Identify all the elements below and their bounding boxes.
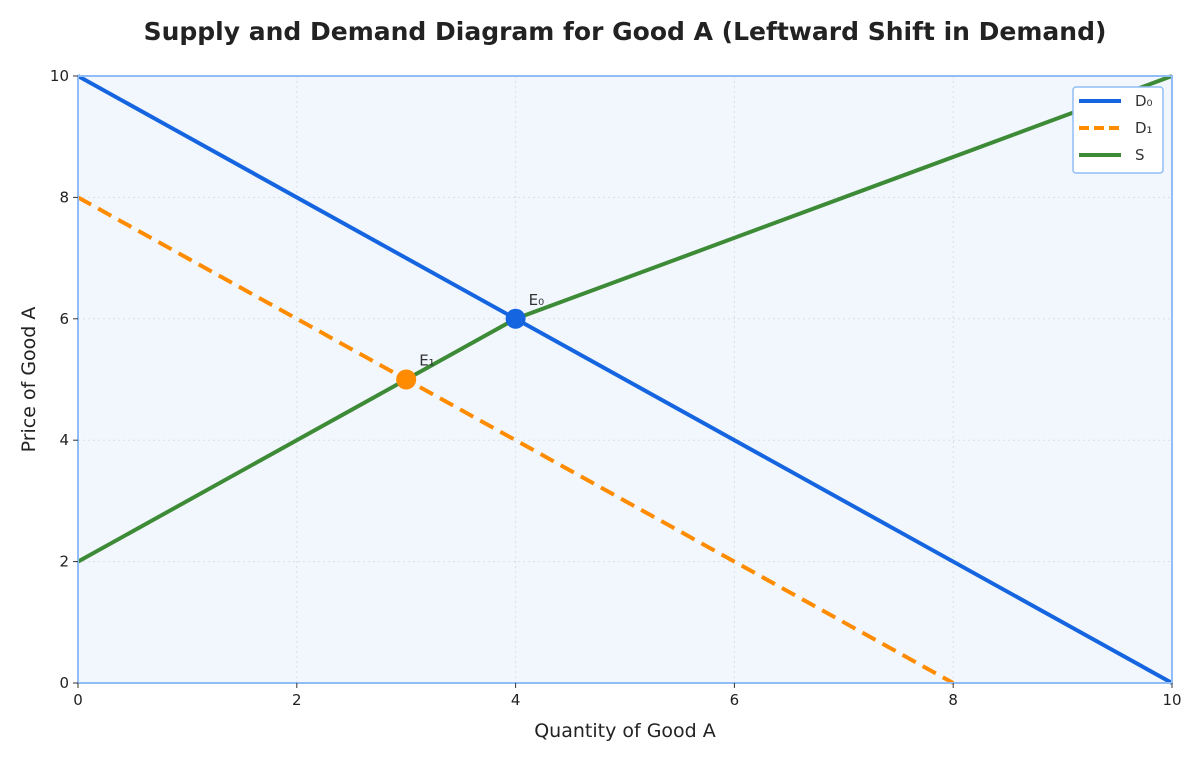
equilibrium-point-0 [505, 308, 526, 329]
equilibrium-point-label-0: E₀ [529, 291, 545, 309]
x-tick-label: 0 [73, 691, 83, 709]
y-tick-label: 4 [59, 431, 69, 449]
equilibrium-point-1 [396, 369, 417, 390]
series-line-0 [77, 74, 1173, 685]
y-tick-label: 6 [59, 310, 69, 328]
series-line-1 [77, 195, 955, 685]
x-axis-ticks: 0 2 4 6 8 10 [73, 683, 1182, 709]
y-tick-label: 8 [59, 188, 69, 206]
plot-border [77, 75, 1173, 684]
y-tick-label: 2 [59, 553, 69, 571]
x-axis-label: Quantity of Good A [534, 720, 716, 742]
x-tick-label: 4 [511, 691, 521, 709]
legend: D₀ D₁ S [1072, 86, 1164, 174]
x-tick-label: 6 [730, 691, 740, 709]
chart-title: Supply and Demand Diagram for Good A (Le… [144, 17, 1107, 46]
y-axis-ticks: 0 2 4 6 8 10 [50, 67, 78, 692]
legend-label-2: S [1135, 146, 1145, 164]
x-tick-label: 8 [948, 691, 958, 709]
equilibrium-point-label-1: E₁ [419, 352, 435, 370]
x-tick-label: 10 [1162, 691, 1181, 709]
x-tick-label: 2 [292, 691, 302, 709]
equilibrium-points: E₀ E₁ [396, 291, 544, 390]
y-tick-label: 0 [59, 674, 69, 692]
y-tick-label: 10 [50, 67, 69, 85]
legend-label-0: D₀ [1135, 92, 1153, 110]
grid [78, 76, 1172, 683]
legend-label-1: D₁ [1135, 119, 1153, 137]
y-axis-label: Price of Good A [18, 307, 40, 453]
